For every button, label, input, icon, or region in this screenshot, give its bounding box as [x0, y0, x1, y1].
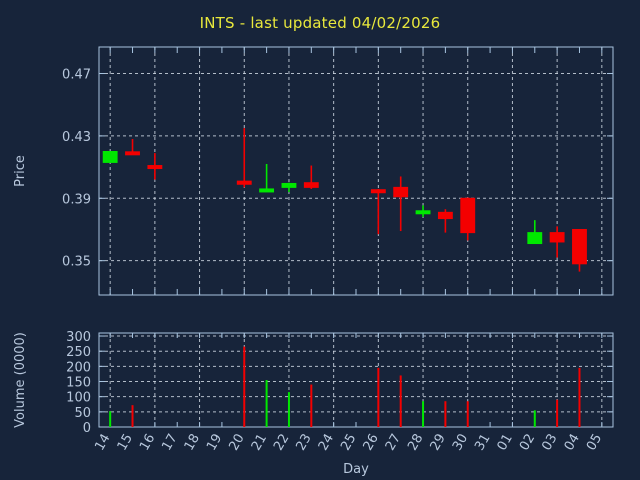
day-tick-label: 18 — [182, 432, 203, 454]
day-tick-label: 01 — [495, 432, 516, 454]
candle-02 — [527, 220, 543, 245]
price-tick-label: 0.43 — [62, 130, 91, 145]
candle-body — [303, 182, 319, 188]
day-tick-label: 03 — [539, 432, 560, 454]
day-tick-label: 24 — [316, 432, 337, 454]
volume-tick-label: 250 — [66, 345, 91, 360]
day-tick-label: 04 — [562, 432, 583, 454]
day-tick-label: 02 — [517, 432, 538, 454]
candle-16 — [147, 153, 163, 180]
candle-30 — [460, 197, 476, 241]
day-tick-label: 22 — [271, 432, 292, 454]
day-tick-label: 15 — [115, 432, 136, 454]
day-tick-label: 05 — [584, 432, 605, 454]
day-tick-label: 31 — [472, 432, 493, 454]
candle-27 — [393, 176, 409, 232]
price-tick-label: 0.47 — [62, 68, 91, 83]
candle-body — [147, 165, 163, 170]
day-tick-label: 26 — [361, 432, 382, 454]
candle-body — [370, 189, 386, 194]
candle-29 — [437, 209, 453, 233]
volume-tick-label: 150 — [66, 376, 91, 391]
volume-tick-label: 100 — [66, 391, 91, 406]
day-tick-label: 28 — [405, 432, 426, 454]
volume-tick-label: 300 — [66, 330, 91, 345]
candle-03 — [549, 226, 565, 258]
chart-title: INTS - last updated 04/02/2026 — [199, 14, 441, 32]
day-tick-label: 14 — [92, 432, 113, 454]
price-axis-label: Price — [13, 155, 28, 187]
candle-23 — [303, 165, 319, 189]
day-tick-label: 27 — [383, 432, 404, 454]
candle-body — [549, 232, 565, 243]
day-tick-label: 16 — [137, 432, 158, 454]
volume-plot-area — [98, 332, 614, 428]
price-tick-label: 0.39 — [62, 192, 91, 207]
candle-14 — [102, 151, 118, 163]
candle-body — [102, 151, 118, 163]
candle-21 — [259, 163, 275, 193]
volume-tick-label: 0 — [83, 421, 91, 436]
candle-15 — [125, 139, 140, 156]
candle-26 — [370, 188, 386, 235]
volume-axis-label: Volume (0000) — [13, 332, 28, 428]
price-plot-area — [98, 46, 614, 296]
day-tick-label: 19 — [204, 432, 225, 454]
price-panel: 0.47 0.43 0.39 0.35 — [62, 46, 614, 296]
candle-28 — [415, 205, 431, 218]
day-tick-label: 20 — [226, 432, 247, 454]
candle-body — [125, 151, 140, 156]
day-tick-label: 21 — [249, 432, 270, 454]
candle-body — [393, 186, 409, 198]
day-axis-label: Day — [343, 462, 369, 477]
candle-body — [572, 228, 587, 265]
candle-body — [236, 180, 252, 185]
axis-titles: 14 15 16 17 18 19 20 21 22 23 24 25 26 27 28 29 30 31 01 02… — [13, 155, 605, 477]
candle-20 — [236, 128, 252, 188]
day-tick-label: 23 — [294, 432, 315, 454]
day-tick-label: 29 — [428, 432, 449, 454]
candle-body — [415, 210, 431, 215]
candle-body — [460, 197, 476, 234]
candle-04 — [572, 228, 587, 272]
candle-body — [281, 182, 297, 188]
candle-body — [259, 188, 275, 193]
price-tick-label: 0.35 — [62, 255, 91, 270]
volume-tick-label: 50 — [74, 406, 91, 421]
volume-tick-label: 200 — [66, 360, 91, 375]
day-tick-label: 30 — [450, 432, 471, 454]
day-tick-label: 25 — [338, 432, 359, 454]
candle-body — [527, 232, 543, 245]
candle-22 — [281, 182, 297, 193]
candle-body — [437, 211, 453, 220]
day-tick-label: 17 — [159, 432, 180, 454]
